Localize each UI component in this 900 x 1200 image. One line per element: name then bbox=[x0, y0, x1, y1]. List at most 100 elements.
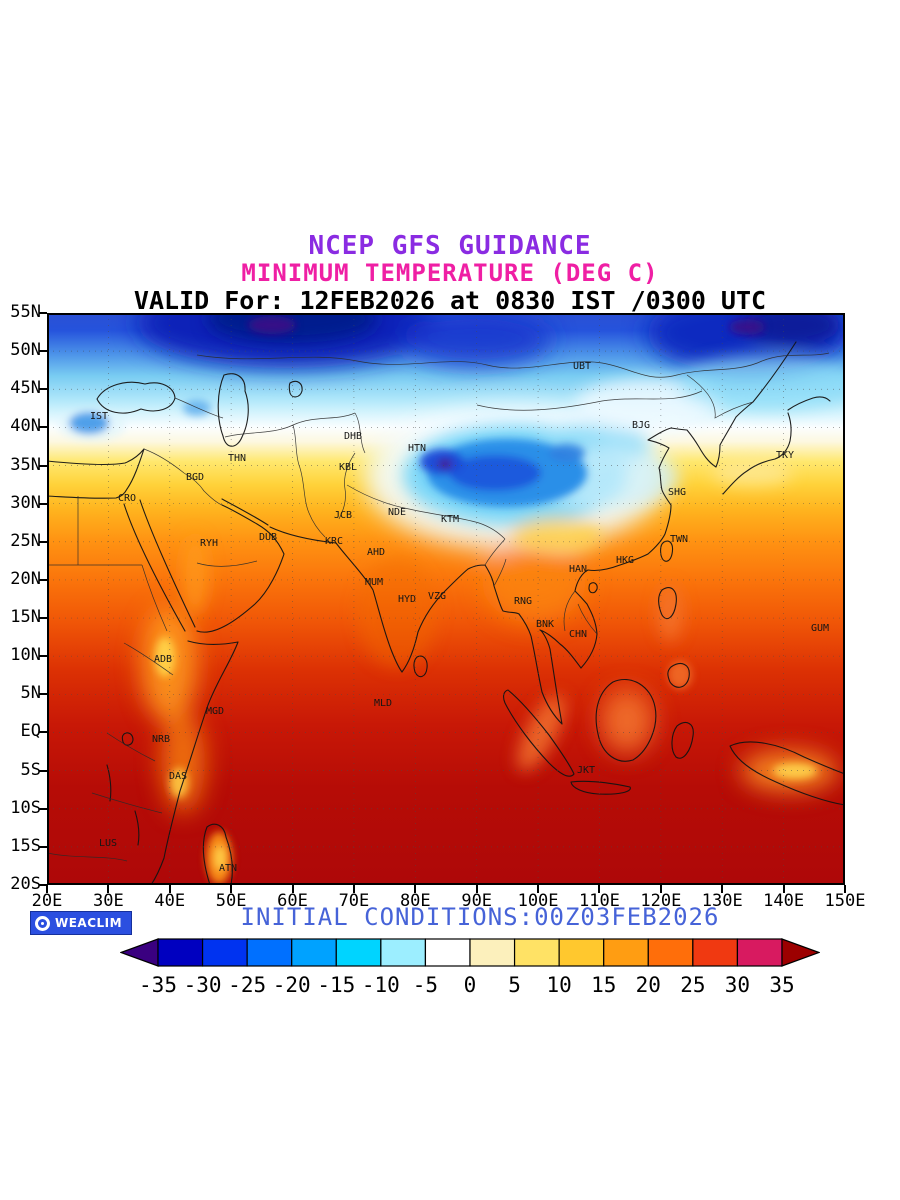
lat-tick-label: EQ bbox=[20, 721, 41, 742]
colorbar-segment bbox=[469, 938, 516, 967]
colorbar-svg: -35 -30 -25 -20 -15 -10 -5 0 5 10 15 20 25 30 35 bbox=[119, 938, 821, 997]
colorbar-segment bbox=[692, 938, 739, 967]
colorbar-segment bbox=[291, 938, 337, 967]
lat-tick-mark bbox=[39, 655, 47, 658]
station-label-shg: SHG bbox=[667, 487, 687, 498]
station-label-tky: TKY bbox=[775, 450, 795, 461]
colorbar-segment bbox=[558, 938, 605, 967]
page-title: NCEP GFS GUIDANCE bbox=[308, 231, 592, 261]
station-label-mld: MLD bbox=[373, 698, 393, 709]
lon-tick-mark bbox=[230, 885, 233, 893]
lat-tick-mark bbox=[39, 769, 47, 772]
colorbar-value-label: 5 bbox=[508, 973, 521, 997]
colorbar-value-label: -10 bbox=[362, 973, 400, 997]
station-label-ktm: KTM bbox=[440, 514, 460, 525]
lon-tick-label: 100E bbox=[517, 891, 559, 911]
station-label-bnk: BNK bbox=[535, 619, 555, 630]
colorbar-value-label: -5 bbox=[413, 973, 438, 997]
colorbar-segment bbox=[603, 938, 649, 967]
station-label-vzg: VZG bbox=[427, 591, 447, 602]
lat-tick-label: 35N bbox=[10, 454, 41, 475]
lat-tick-label: 20S bbox=[10, 874, 41, 894]
station-label-dhb: DHB bbox=[343, 431, 363, 442]
lat-tick-label: 30N bbox=[10, 492, 41, 513]
lat-tick-label: 10S bbox=[10, 797, 41, 818]
station-label-bgd: BGD bbox=[185, 472, 205, 483]
colorbar-value-label: 20 bbox=[636, 973, 661, 997]
lat-tick-mark bbox=[39, 845, 47, 848]
temperature-blobs-small bbox=[58, 316, 817, 884]
station-label-ahd: AHD bbox=[366, 547, 386, 558]
colorbar-value-label: 0 bbox=[464, 973, 477, 997]
station-label-thn: THN bbox=[227, 453, 247, 464]
colorbar-value-label: 30 bbox=[725, 973, 750, 997]
station-label-htn: HTN bbox=[407, 443, 427, 454]
lat-tick-label: 40N bbox=[10, 416, 41, 437]
lat-tick-label: 50N bbox=[10, 340, 41, 361]
colorbar-value-label: -20 bbox=[273, 973, 311, 997]
lon-tick-label: 50E bbox=[215, 891, 247, 911]
station-label-nde: NDE bbox=[387, 507, 407, 518]
lon-tick-mark bbox=[168, 885, 171, 893]
colorbar-segment bbox=[201, 938, 248, 967]
lat-tick-mark bbox=[39, 426, 47, 429]
map-plot-area: 55N 50N 45N 40N 35N 30N 25N 20N 15N 10N 5N EQ 5S 10S 1… bbox=[10, 303, 865, 912]
colorbar-segment bbox=[380, 938, 427, 967]
lon-tick-label: 90E bbox=[461, 891, 493, 911]
lon-tick-mark bbox=[414, 885, 417, 893]
lon-tick-label: 110E bbox=[578, 891, 620, 911]
station-label-gum: GUM bbox=[810, 623, 830, 634]
station-label-adb: ADB bbox=[153, 654, 173, 665]
lon-tick-mark bbox=[721, 885, 724, 893]
lat-tick-mark bbox=[39, 578, 47, 581]
colorbar-value-label: 35 bbox=[769, 973, 794, 997]
station-label-mgd: MGD bbox=[205, 706, 225, 717]
station-label-atn: ATN bbox=[218, 863, 238, 874]
lon-tick-label: 30E bbox=[93, 891, 124, 911]
lon-tick-mark bbox=[107, 885, 110, 893]
country-borders bbox=[47, 352, 830, 862]
colorbar-segment bbox=[647, 938, 694, 967]
colorbar-segment bbox=[246, 938, 293, 967]
colorbar-value-label: -15 bbox=[317, 973, 355, 997]
station-label-dub: DUB bbox=[258, 532, 278, 543]
lat-tick-mark bbox=[39, 464, 47, 467]
lon-tick-mark bbox=[352, 885, 355, 893]
colorbar-value-label: 15 bbox=[591, 973, 616, 997]
station-label-das: DAS bbox=[168, 771, 188, 782]
lon-tick-mark bbox=[844, 885, 846, 893]
colorbar-segment bbox=[335, 938, 382, 967]
lon-tick-mark bbox=[537, 885, 540, 893]
station-label-nrb: NRB bbox=[151, 734, 171, 745]
colorbar-value-label: -35 bbox=[139, 973, 177, 997]
station-label-twn: TWN bbox=[669, 534, 689, 545]
station-label-ryh: RYH bbox=[199, 538, 219, 549]
station-label-hyd: HYD bbox=[397, 594, 417, 605]
weaclim-logo: WEACLIM bbox=[30, 911, 133, 935]
colorbar-legend: -35 -30 -25 -20 -15 -10 -5 0 5 10 15 20 25 30 35 bbox=[119, 936, 821, 998]
lon-tick-label: 130E bbox=[701, 891, 743, 911]
station-label-jcb: JCB bbox=[333, 510, 353, 521]
lat-tick-label: 5N bbox=[20, 683, 41, 704]
colorbar-segment bbox=[424, 938, 471, 967]
lon-tick-mark bbox=[291, 885, 294, 893]
lat-tick-mark bbox=[39, 807, 47, 810]
colorbar-left-arrow bbox=[119, 938, 159, 967]
colorbar-value-label: -25 bbox=[228, 973, 266, 997]
station-label-mum: MUM bbox=[364, 577, 384, 588]
lat-lon-gridlines bbox=[47, 313, 845, 885]
map-frame bbox=[47, 313, 845, 885]
lon-tick-label: 60E bbox=[277, 891, 308, 911]
station-label-rng: RNG bbox=[513, 596, 533, 607]
lat-tick-mark bbox=[39, 540, 47, 543]
colorbar-value-label: -30 bbox=[184, 973, 222, 997]
lon-tick-label: 150E bbox=[824, 891, 866, 911]
lat-tick-label: 55N bbox=[10, 302, 41, 322]
lat-tick-label: 5S bbox=[20, 759, 41, 780]
lon-tick-mark bbox=[475, 885, 478, 893]
lat-tick-mark bbox=[39, 693, 47, 696]
station-label-jkt: JKT bbox=[576, 765, 596, 776]
temperature-map bbox=[47, 313, 845, 885]
station-label-chn: CHN bbox=[568, 629, 588, 640]
